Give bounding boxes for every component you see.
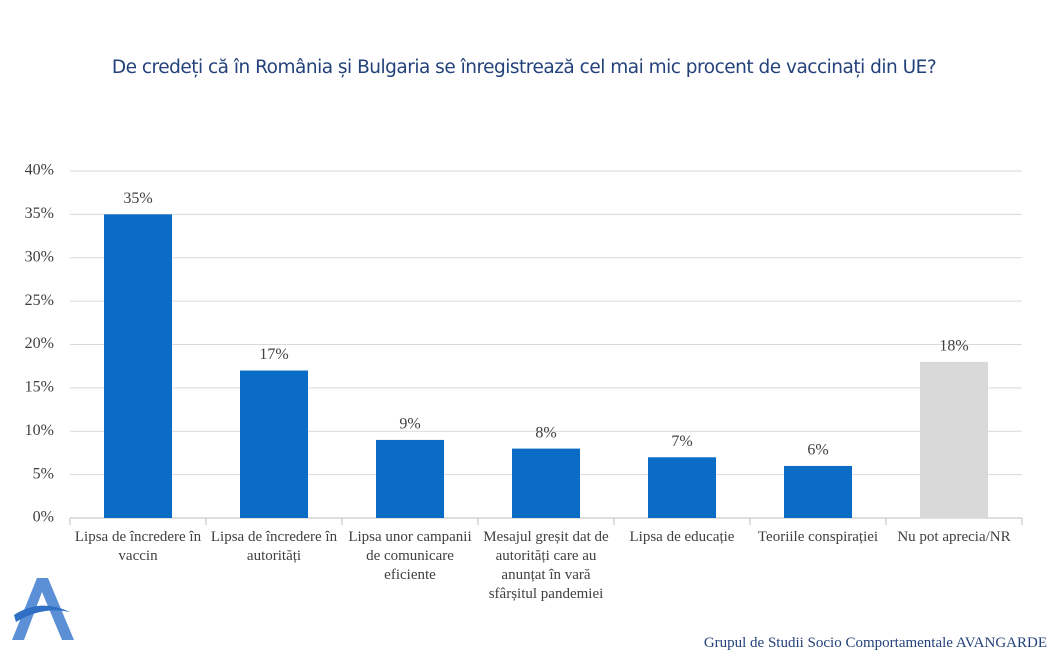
x-tick-label: Lipsa unor campanii de comunicare eficie… (348, 529, 472, 583)
x-tick-label: Nu pot aprecia/NR (897, 529, 1011, 545)
y-tick-label: 5% (33, 465, 54, 482)
bar (784, 465, 852, 518)
value-label: 7% (671, 433, 692, 450)
y-tick-label: 25% (25, 292, 54, 309)
value-label: 8% (535, 424, 556, 441)
footer: Grupul de Studii Socio Comportamentale A… (703, 635, 1047, 651)
x-tick-label: Lipsa de educație (629, 529, 735, 545)
value-label: 9% (399, 416, 420, 433)
bar (240, 370, 308, 518)
bar (648, 457, 716, 518)
bar (376, 439, 444, 518)
y-tick-label: 40% (25, 162, 54, 179)
y-tick-label: 20% (25, 335, 54, 352)
y-tick-label: 35% (25, 205, 54, 222)
bar (512, 448, 580, 518)
value-label: 6% (807, 442, 828, 459)
y-tick-label: 10% (25, 422, 54, 439)
x-tick-label: Lipsa de încredere în autorități (210, 529, 338, 564)
logo (12, 578, 74, 640)
x-tick-label: Lipsa de încredere în vaccin (74, 529, 202, 564)
bar (104, 214, 172, 518)
bar (920, 361, 988, 518)
x-tick-label: Teoriile conspirației (757, 529, 879, 545)
y-tick-label: 15% (25, 379, 54, 396)
y-tick-label: 0% (33, 509, 54, 526)
value-label: 17% (259, 346, 288, 363)
chart-title: De credeți că în România și Bulgaria se … (112, 57, 936, 78)
value-label: 35% (123, 190, 152, 207)
value-label: 18% (939, 338, 968, 355)
x-tick-label: Mesajul greșit dat de autorități care au… (483, 529, 609, 602)
y-tick-label: 30% (25, 248, 54, 265)
